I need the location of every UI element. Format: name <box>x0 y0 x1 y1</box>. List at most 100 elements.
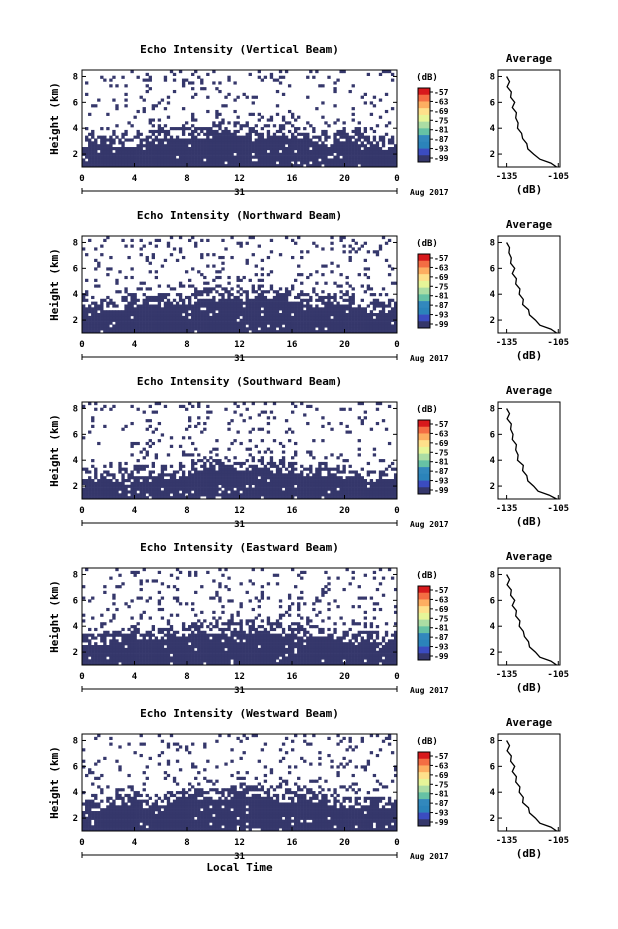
heatmap-cell <box>160 293 165 297</box>
heatmap-cell <box>188 138 192 142</box>
heatmap-cell <box>242 161 246 165</box>
heatmap-cell <box>209 307 213 311</box>
heatmap-cell <box>91 324 95 328</box>
heatmap-cell <box>191 656 195 660</box>
panel-1: Echo Intensity (Vertical Beam)2468Height… <box>48 43 569 198</box>
heatmap-cell <box>100 152 104 156</box>
heatmap-cell <box>188 161 192 165</box>
heatmap-cell <box>227 293 231 297</box>
heatmap-cell <box>142 487 146 491</box>
heatmap-cell <box>151 650 155 654</box>
heatmap-cell <box>203 630 207 634</box>
heatmap-cell <box>227 318 231 322</box>
heatmap-cell <box>318 138 322 142</box>
heatmap-cell <box>366 275 371 280</box>
heatmap-cell <box>269 330 274 334</box>
heatmap-cell <box>297 318 301 322</box>
heatmap-cell <box>239 441 243 446</box>
average-profile-line <box>506 242 557 334</box>
heatmap-cell <box>242 290 246 294</box>
heatmap-cell <box>269 321 274 325</box>
heatmap-cell <box>315 324 319 328</box>
heatmap-cell <box>139 313 143 317</box>
heatmap-cell <box>151 430 155 434</box>
heatmap-cell <box>303 135 307 139</box>
colorbar-label: -75 <box>434 448 449 457</box>
heatmap-cell <box>151 639 155 643</box>
heatmap-cell <box>381 287 386 291</box>
heatmap-cell <box>136 639 140 643</box>
heatmap-cell <box>236 481 240 486</box>
heatmap-cell <box>306 496 310 500</box>
heatmap-cell <box>100 127 104 131</box>
heatmap-cell <box>284 496 289 500</box>
heatmap-cell <box>333 484 337 488</box>
heatmap-cell <box>82 330 86 334</box>
heatmap-cell <box>160 324 165 328</box>
heatmap-cell <box>333 155 337 159</box>
heatmap-cell <box>387 149 392 154</box>
heatmap-cell <box>357 152 361 156</box>
heatmap-cell <box>236 144 240 148</box>
heatmap-cell <box>254 290 258 294</box>
heatmap-cell <box>203 304 207 308</box>
heatmap-cell <box>269 75 274 79</box>
heatmap-cell <box>88 321 92 325</box>
heatmap-cell <box>257 287 261 291</box>
heatmap-cell <box>139 662 143 666</box>
heatmap-cell <box>372 493 377 497</box>
heatmap-cell <box>191 404 195 408</box>
heatmap-cell <box>348 327 352 331</box>
heatmap-cell <box>236 490 240 494</box>
colorbar-swatch <box>418 108 430 116</box>
heatmap-cell <box>194 158 198 162</box>
heatmap-cell <box>381 481 386 486</box>
heatmap-cell <box>139 493 143 497</box>
heatmap-cell <box>82 619 86 623</box>
heatmap-cell <box>197 496 201 500</box>
heatmap-cell <box>390 281 395 285</box>
heatmap-cell <box>287 318 292 322</box>
heatmap-cell <box>257 295 261 300</box>
heatmap-cell <box>178 321 183 325</box>
heatmap-cell <box>263 298 268 302</box>
heatmap-cell <box>197 642 201 646</box>
heatmap-cell <box>281 484 286 488</box>
heatmap-cell <box>103 650 107 654</box>
heatmap-cell <box>318 493 322 497</box>
heatmap-cell <box>130 473 134 477</box>
heatmap-cell <box>215 149 219 154</box>
heatmap-cell <box>339 161 343 165</box>
heatmap-cell <box>272 315 277 320</box>
heatmap-cell <box>194 295 198 300</box>
heatmap-cell <box>257 304 261 308</box>
heatmap-cell <box>266 141 271 145</box>
heatmap-cell <box>248 484 252 488</box>
heatmap-cell <box>169 138 174 142</box>
heatmap-cell <box>221 310 225 314</box>
heatmap-cell <box>236 496 240 500</box>
heatmap-cell <box>215 115 219 119</box>
heatmap-cell <box>121 647 125 652</box>
heatmap-cell <box>184 141 189 145</box>
heatmap-cell <box>145 155 149 159</box>
heatmap-cell <box>200 304 204 308</box>
heatmap-cell <box>184 321 189 325</box>
heatmap-cell <box>254 490 258 494</box>
heatmap-cell <box>227 653 231 657</box>
heatmap-cell <box>251 427 255 431</box>
heatmap-cell <box>327 318 331 322</box>
heatmap-cell <box>94 144 98 148</box>
heatmap-cell <box>151 481 155 486</box>
heatmap-cell <box>130 295 134 300</box>
heatmap-cell <box>269 149 274 154</box>
heatmap-cell <box>269 287 274 291</box>
heatmap-cell <box>109 633 113 637</box>
heatmap-cell <box>290 327 295 331</box>
heatmap-cell <box>91 636 95 640</box>
heatmap-cell <box>169 645 174 649</box>
heatmap-cell <box>194 662 198 666</box>
heatmap-cell <box>191 493 195 497</box>
heatmap-cell <box>345 479 349 483</box>
heatmap-cell <box>209 327 213 331</box>
